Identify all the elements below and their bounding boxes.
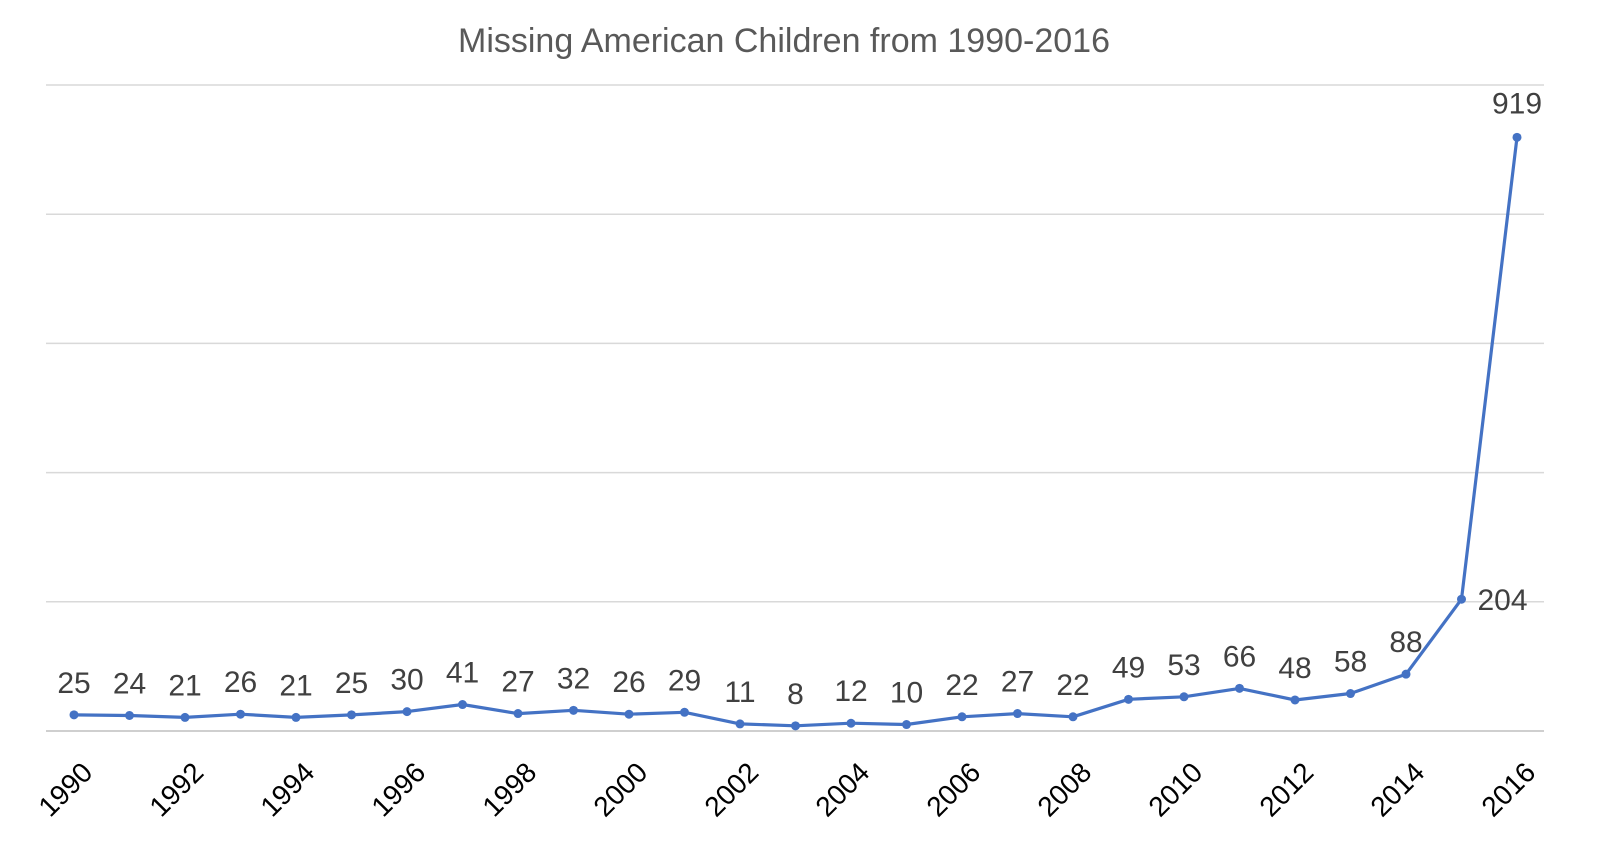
data-label: 22 [1056, 669, 1089, 702]
data-label: 12 [834, 675, 867, 708]
data-point [846, 718, 856, 728]
x-tick-label: 1994 [254, 756, 320, 822]
data-label: 25 [57, 667, 90, 700]
data-label: 22 [945, 669, 978, 702]
chart-title: Missing American Children from 1990-2016 [458, 22, 1110, 60]
data-label: 27 [501, 666, 534, 699]
data-label: 88 [1389, 626, 1422, 659]
data-label: 41 [446, 657, 479, 690]
data-point [902, 720, 911, 730]
series-line-layer [73, 137, 1519, 728]
data-point [402, 707, 412, 717]
data-point [1013, 709, 1022, 719]
data-label: 11 [724, 676, 755, 709]
data-point [1512, 132, 1522, 142]
data-point [1068, 712, 1078, 722]
data-label: 30 [390, 664, 423, 697]
data-point [291, 712, 301, 722]
data-label: 32 [557, 662, 590, 695]
data-label: 21 [279, 669, 312, 702]
data-label: 53 [1167, 649, 1200, 682]
data-point [680, 707, 689, 717]
data-point [458, 700, 467, 710]
x-tick-label: 1996 [365, 756, 431, 822]
data-label: 204 [1478, 584, 1528, 617]
data-point [1124, 694, 1133, 704]
x-tick-label: 2004 [809, 756, 875, 822]
data-point [180, 712, 190, 722]
data-label: 58 [1334, 646, 1367, 679]
gridlines [46, 84, 1544, 732]
data-point [569, 705, 578, 715]
x-tick-label: 2008 [1031, 756, 1097, 822]
x-tick-label: 2016 [1475, 756, 1541, 822]
data-point [1179, 692, 1189, 702]
data-label: 24 [113, 667, 146, 700]
data-point [1235, 683, 1244, 693]
data-label: 66 [1223, 640, 1256, 673]
x-tick-label: 1992 [143, 756, 209, 822]
data-label: 26 [612, 666, 645, 699]
x-tick-label: 2000 [587, 756, 653, 822]
data-point [957, 712, 967, 722]
x-tick-label: 2002 [698, 756, 764, 822]
data-label: 21 [168, 669, 201, 702]
data-label-layer: 25 24 21 26 21 25 30 41 27 32 26 29 11 8 12 10 22 27 22 49 5… [57, 87, 1542, 711]
data-label: 8 [787, 678, 804, 711]
series-line [73, 137, 1519, 728]
x-tick-label: 1990 [32, 756, 98, 822]
data-label: 919 [1492, 87, 1542, 120]
data-label: 48 [1278, 652, 1311, 685]
data-label: 27 [1001, 666, 1034, 699]
data-point [1346, 689, 1355, 699]
data-point [1290, 695, 1300, 705]
data-label: 10 [890, 677, 923, 710]
data-point [1401, 669, 1411, 679]
x-tick-label: 2014 [1364, 756, 1430, 822]
data-label: 26 [224, 666, 257, 699]
x-tick-label: 1998 [476, 756, 542, 822]
x-tick-label: 2006 [920, 756, 986, 822]
data-point [791, 721, 800, 731]
x-tick-label: 2012 [1253, 756, 1319, 822]
x-tick-label: 2010 [1142, 756, 1208, 822]
data-label: 29 [668, 664, 701, 697]
data-point [1457, 594, 1466, 604]
data-label: 25 [335, 667, 368, 700]
data-point [236, 709, 245, 719]
data-point [513, 709, 523, 719]
data-point [125, 710, 134, 720]
data-point [624, 709, 634, 719]
data-point [347, 710, 356, 720]
data-point-layer [69, 132, 1522, 731]
data-point [735, 719, 745, 729]
data-point [69, 710, 79, 720]
data-label: 49 [1112, 651, 1145, 684]
x-axis-ticks: 1990 1992 1994 1996 1998 2000 2002 2004 2006 2008… [32, 756, 1541, 822]
